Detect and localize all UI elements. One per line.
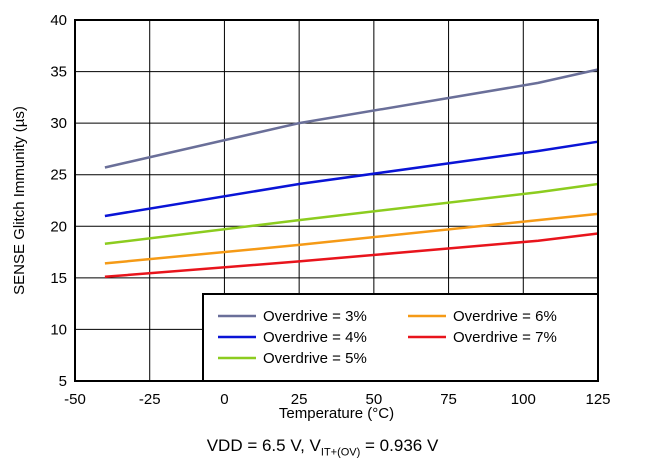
legend-label: Overdrive = 6%: [453, 308, 557, 325]
x-tick-label: 25: [291, 391, 308, 408]
x-tick-label: 125: [585, 391, 610, 408]
x-tick-labels: -50 -25 0 25 50 75 100 125: [64, 391, 610, 408]
x-tick-label: 100: [511, 391, 536, 408]
x-tick-label: 50: [366, 391, 383, 408]
legend-label: Overdrive = 5%: [263, 350, 367, 367]
y-tick-label: 10: [50, 321, 67, 338]
y-axis-label: SENSE Glitch Immunity (µs): [11, 106, 28, 295]
grid: [74, 19, 599, 382]
series-line-4pct: [104, 140, 599, 218]
y-tick-label: 5: [59, 373, 67, 390]
legend: Overdrive = 3% Overdrive = 4% Overdrive = …: [202, 293, 599, 382]
legend-label: Overdrive = 7%: [453, 329, 557, 346]
caption-subscript: IT+(OV): [320, 446, 361, 459]
y-tick-label: 40: [50, 12, 67, 29]
x-axis-label: Temperature (°C): [279, 405, 394, 422]
y-tick-label: 35: [50, 64, 67, 81]
caption-prefix: VDD = 6.5 V, V: [206, 436, 321, 455]
y-tick-label: 25: [50, 167, 67, 184]
legend-label: Overdrive = 3%: [263, 308, 367, 325]
series-layer: [104, 68, 599, 279]
caption-suffix: = 0.936 V: [360, 436, 439, 455]
legend-label: Overdrive = 4%: [263, 329, 367, 346]
series-line-5pct: [104, 182, 599, 246]
y-tick-label: 15: [50, 270, 67, 287]
x-tick-label: -50: [64, 391, 86, 408]
x-tick-label: 0: [220, 391, 228, 408]
series-line-7pct: [104, 232, 599, 279]
y-tick-labels: 5 10 15 20 25 30 35 40: [50, 12, 67, 390]
legend-box: [202, 293, 599, 382]
y-tick-label: 20: [50, 218, 67, 235]
series-line-6pct: [104, 212, 599, 265]
x-tick-label: 75: [440, 391, 457, 408]
x-tick-label: -25: [139, 391, 161, 408]
series-line-3pct: [104, 68, 599, 169]
chart-caption: VDD = 6.5 V, VIT+(OV) = 0.936 V: [0, 436, 645, 458]
y-tick-label: 30: [50, 115, 67, 132]
